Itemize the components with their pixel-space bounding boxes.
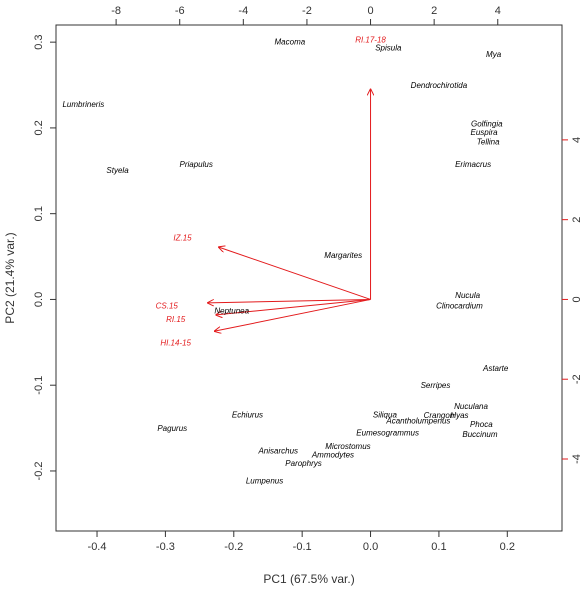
species-label: Ammodytes [311, 451, 354, 460]
species-label: Dendrochirotida [411, 81, 468, 90]
loading-arrow [219, 247, 371, 300]
species-label: Acantholumpenus [385, 416, 450, 425]
species-label: Euspira [470, 128, 498, 137]
species-label: Margarites [324, 251, 362, 260]
species-label: Echiurus [232, 410, 263, 419]
species-label: Lumbrineris [62, 100, 104, 109]
species-label: Golfingia [471, 120, 503, 129]
y-axis-title: PC2 (21.4% var.) [3, 232, 17, 323]
loading-label: HI.14-15 [160, 338, 191, 347]
y-tick-label: 0.3 [33, 35, 45, 50]
species-points: Macoma Spisula Mya Dendrochirotida Lumbriner… [62, 37, 508, 485]
species-label: Erimacrus [455, 160, 491, 169]
top-tick-label: -6 [175, 5, 185, 17]
loading-arrow [216, 298, 371, 314]
y-tick-label: -0.1 [33, 376, 45, 395]
species-label: Eumesogrammus [356, 428, 419, 437]
axes: -0.4 -0.3 -0.2 -0.1 0.0 0.1 0.2 -0.2 -0.1 0.0 0.1 0… [33, 5, 583, 553]
x-tick-label: 0.0 [363, 541, 378, 553]
species-label: Nuculana [454, 402, 488, 411]
y-tick-label: 0.0 [33, 292, 45, 307]
species-label: Mya [486, 50, 502, 59]
x-tick-label: 0.1 [431, 541, 446, 553]
species-label: Anisarchus [257, 446, 298, 455]
species-label: Nucula [455, 291, 480, 300]
species-label: Tellina [477, 138, 500, 147]
top-tick-label: 0 [367, 5, 373, 17]
species-label: Pagurus [157, 424, 187, 433]
species-label: Spisula [375, 43, 402, 52]
right-tick-label: -2 [571, 374, 583, 384]
loading-label: RI.15 [166, 315, 186, 324]
right-tick-label: 4 [571, 137, 583, 143]
right-tick-label: -4 [571, 454, 583, 464]
x-axis-title: PC1 (67.5% var.) [263, 572, 354, 586]
y-tick-label: -0.2 [33, 461, 45, 480]
x-tick-label: -0.1 [293, 541, 312, 553]
x-tick-label: 0.2 [500, 541, 515, 553]
species-label: Buccinum [462, 430, 497, 439]
species-label: Siliqua [373, 410, 398, 419]
species-label: Neptunea [214, 307, 249, 316]
loading-label: RI.17-18 [355, 36, 386, 45]
plot-frame [55, 24, 563, 532]
right-tick-label: 2 [571, 217, 583, 223]
species-label: Macoma [275, 37, 306, 46]
species-label: Priapulus [179, 160, 212, 169]
species-label: Lumpenus [246, 476, 283, 485]
species-label: Styela [106, 166, 129, 175]
x-tick-label: -0.3 [156, 541, 175, 553]
right-tick-label: 0 [571, 296, 583, 302]
loading-arrow [208, 298, 371, 302]
loading-label: CS.15 [156, 301, 179, 310]
top-tick-label: -2 [302, 5, 312, 17]
species-label: Clinocardium [436, 301, 483, 310]
species-label: Crangon [424, 411, 455, 420]
x-tick-label: -0.2 [224, 541, 243, 553]
loading-arrow [215, 298, 371, 331]
loading-label: IZ.15 [173, 234, 192, 243]
top-tick-label: 4 [495, 5, 501, 17]
y-tick-label: 0.1 [33, 206, 45, 221]
top-tick-label: -8 [111, 5, 121, 17]
species-label: Microstomus [325, 442, 370, 451]
species-label: Serripes [421, 381, 451, 390]
x-tick-label: -0.4 [88, 541, 107, 553]
top-tick-label: 2 [431, 5, 437, 17]
top-tick-label: -4 [238, 5, 248, 17]
species-label: Phoca [470, 420, 493, 429]
species-label: Parophrys [285, 459, 321, 468]
y-tick-label: 0.2 [33, 120, 45, 135]
species-label: Hyas [450, 411, 468, 420]
loading-arrows: RI.17-18 IZ.15 CS.15 RI.15 HI.14-15 [156, 36, 387, 348]
species-label: Astarte [482, 364, 509, 373]
